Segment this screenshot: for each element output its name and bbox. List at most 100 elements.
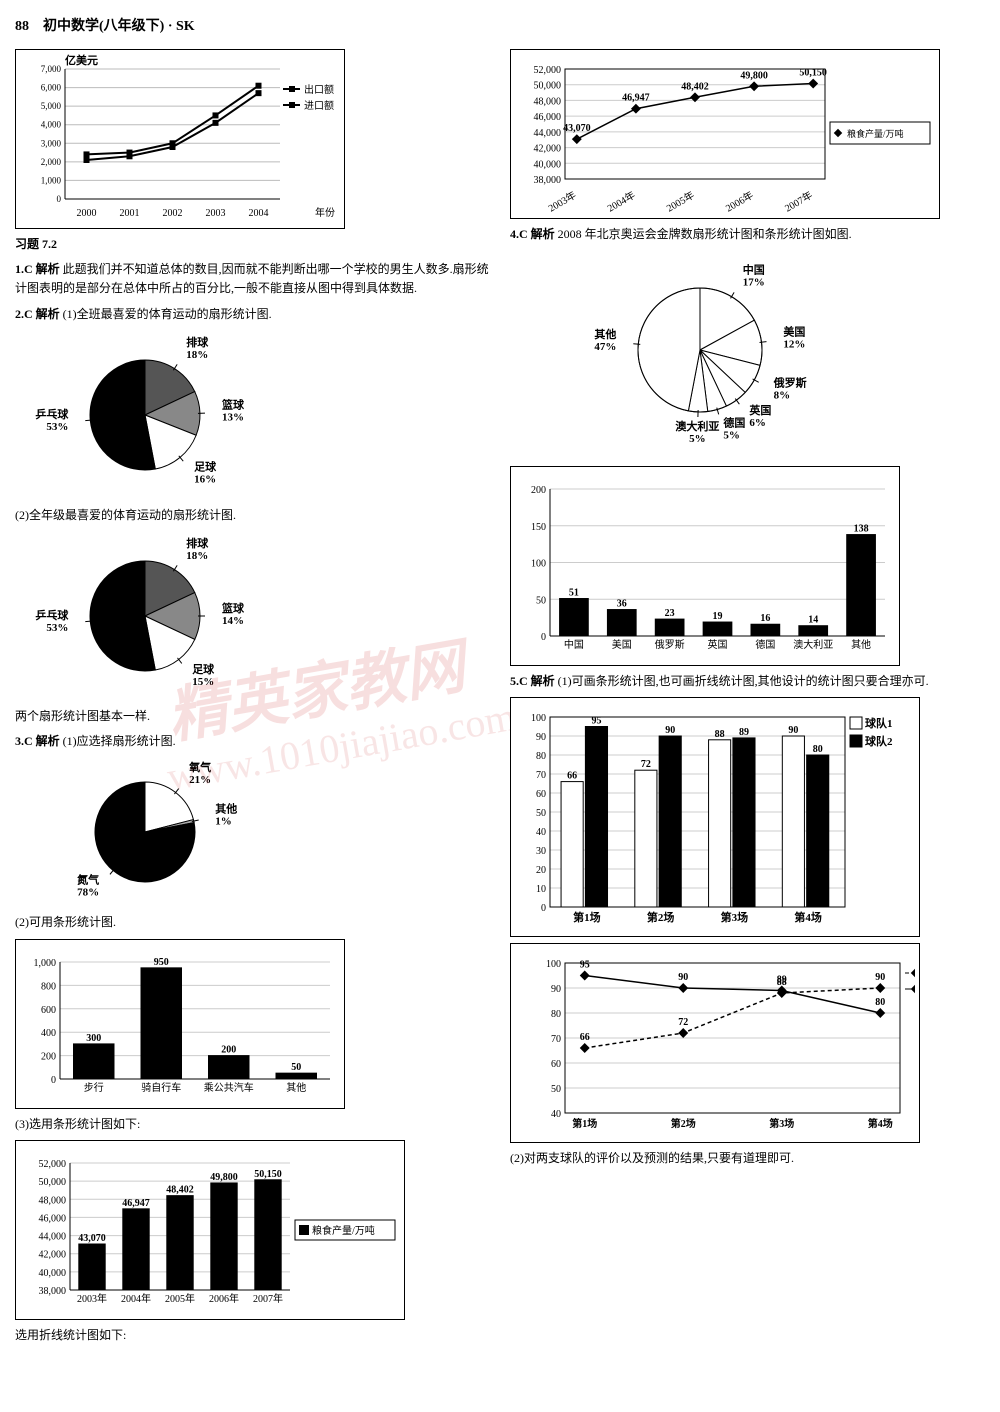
svg-text:300: 300 [86, 1032, 101, 1043]
svg-text:48,000: 48,000 [534, 96, 562, 107]
svg-text:5,000: 5,000 [41, 101, 62, 111]
svg-text:66: 66 [580, 1032, 590, 1043]
svg-text:3,000: 3,000 [41, 138, 62, 148]
svg-text:38,000: 38,000 [39, 1286, 67, 1297]
q2-conclusion: 两个扇形统计图基本一样. [15, 707, 490, 726]
svg-text:36: 36 [617, 599, 627, 610]
svg-text:第4场: 第4场 [868, 1117, 893, 1130]
q2-label: 2.C 解析 [15, 307, 60, 321]
svg-text:2007年: 2007年 [253, 1292, 283, 1305]
svg-text:2003: 2003 [206, 208, 226, 219]
svg-text:0: 0 [541, 632, 546, 643]
svg-text:13%: 13% [222, 411, 244, 423]
svg-text:90: 90 [536, 732, 546, 743]
svg-text:88: 88 [715, 729, 725, 740]
svg-text:6,000: 6,000 [41, 83, 62, 93]
chart-line-grain: 38,00040,00042,00044,00046,00048,00050,0… [510, 49, 940, 219]
svg-text:50: 50 [536, 595, 546, 606]
svg-text:50: 50 [291, 1062, 301, 1073]
svg-text:德国: 德国 [722, 416, 745, 430]
q5-part2: (2)对两支球队的评价以及预测的结果,只要有道理即可. [510, 1149, 985, 1168]
svg-text:70: 70 [551, 1034, 561, 1045]
svg-text:0: 0 [57, 194, 62, 204]
svg-text:48,402: 48,402 [681, 81, 709, 92]
svg-text:排球: 排球 [186, 536, 209, 550]
q4-label: 4.C 解析 [510, 227, 555, 241]
svg-text:2002: 2002 [163, 208, 183, 219]
svg-text:17%: 17% [743, 277, 765, 289]
q2: 2.C 解析 (1)全班最喜爱的体育运动的扇形统计图. [15, 305, 490, 324]
svg-text:18%: 18% [186, 550, 208, 562]
svg-text:50: 50 [536, 808, 546, 819]
svg-text:2004: 2004 [249, 208, 269, 219]
svg-text:90: 90 [788, 725, 798, 736]
svg-text:第1场: 第1场 [572, 1117, 597, 1130]
svg-text:200: 200 [531, 485, 546, 496]
svg-text:66: 66 [567, 771, 577, 782]
svg-text:球队2: 球队2 [865, 734, 893, 748]
svg-text:48,000: 48,000 [39, 1195, 67, 1206]
svg-text:1,000: 1,000 [34, 958, 57, 969]
svg-text:14%: 14% [222, 615, 244, 627]
svg-text:足球: 足球 [194, 459, 217, 473]
svg-text:年份: 年份 [315, 206, 335, 219]
svg-text:乒乓球: 乒乓球 [35, 407, 69, 421]
svg-text:800: 800 [41, 981, 56, 992]
svg-text:2001: 2001 [120, 208, 140, 219]
svg-text:53%: 53% [46, 622, 68, 634]
svg-text:中国: 中国 [743, 263, 765, 277]
svg-text:80: 80 [536, 751, 546, 762]
svg-text:40: 40 [551, 1109, 561, 1120]
svg-text:43,070: 43,070 [78, 1233, 106, 1244]
svg-text:40,000: 40,000 [39, 1268, 67, 1279]
svg-text:步行: 步行 [84, 1081, 104, 1094]
svg-text:46,947: 46,947 [622, 93, 650, 104]
svg-text:球队1: 球队1 [865, 716, 893, 730]
q3-label: 3.C 解析 [15, 734, 60, 748]
svg-text:200: 200 [41, 1051, 56, 1062]
svg-text:美国: 美国 [612, 638, 632, 651]
svg-text:100: 100 [546, 959, 561, 970]
svg-text:90: 90 [678, 972, 688, 983]
svg-text:其他: 其他 [286, 1081, 306, 1094]
svg-text:16: 16 [760, 613, 770, 624]
svg-text:澳大利亚: 澳大利亚 [793, 638, 833, 651]
svg-text:中国: 中国 [564, 638, 584, 651]
svg-text:78%: 78% [77, 887, 99, 899]
q1-label: 1.C 解析 [15, 262, 60, 276]
page-number: 88 [15, 19, 29, 34]
q2-mid: (2)全年级最喜爱的体育运动的扇形统计图. [15, 506, 490, 525]
svg-text:进口额: 进口额 [304, 99, 334, 112]
svg-text:第2场: 第2场 [647, 910, 675, 924]
svg-text:粮食产量/万吨: 粮食产量/万吨 [312, 1224, 375, 1237]
svg-text:40: 40 [536, 827, 546, 838]
svg-text:其他: 其他 [851, 638, 871, 651]
svg-text:5%: 5% [689, 433, 706, 445]
svg-text:80: 80 [551, 1009, 561, 1020]
svg-text:950: 950 [154, 956, 169, 967]
svg-text:21%: 21% [189, 774, 211, 786]
svg-text:10: 10 [536, 884, 546, 895]
svg-text:骑自行车: 骑自行车 [141, 1081, 181, 1094]
svg-text:第1场: 第1场 [573, 910, 601, 924]
svg-text:95: 95 [580, 960, 590, 971]
svg-text:0: 0 [541, 903, 546, 914]
svg-text:47%: 47% [594, 341, 616, 353]
chart-bar-medals: 05010015020051中国36美国23俄罗斯19英国16德国14澳大利亚1… [510, 466, 900, 666]
svg-text:46,000: 46,000 [534, 112, 562, 123]
svg-text:600: 600 [41, 1004, 56, 1015]
q3: 3.C 解析 (1)应选择扇形统计图. [15, 732, 490, 751]
svg-text:2003年: 2003年 [546, 188, 578, 214]
svg-text:50: 50 [551, 1084, 561, 1095]
section-title: 习题 7.2 [15, 235, 490, 254]
svg-text:氮气: 氮气 [77, 873, 99, 887]
svg-text:20: 20 [536, 865, 546, 876]
q1: 1.C 解析 此题我们并不知道总体的数目,因而就不能判断出哪一个学校的男生人数多… [15, 260, 490, 298]
svg-text:英国: 英国 [708, 638, 728, 651]
svg-text:1,000: 1,000 [41, 175, 62, 185]
svg-text:粮食产量/万吨: 粮食产量/万吨 [847, 128, 904, 139]
svg-text:44,000: 44,000 [534, 128, 562, 139]
svg-text:第3场: 第3场 [721, 910, 749, 924]
svg-text:德国: 德国 [755, 638, 775, 651]
svg-text:43,070: 43,070 [563, 123, 591, 134]
